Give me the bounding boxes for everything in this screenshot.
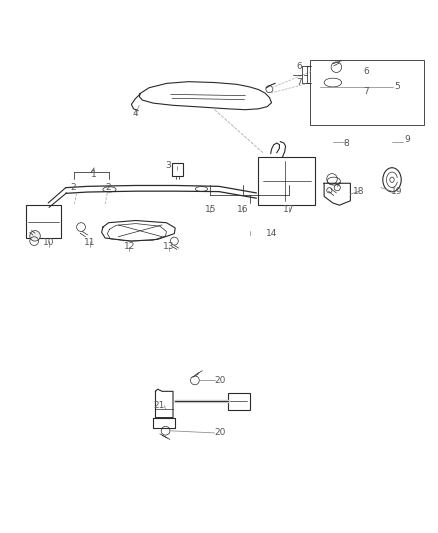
Text: 11: 11 xyxy=(84,238,95,247)
Text: 20: 20 xyxy=(215,429,226,438)
Text: 4: 4 xyxy=(133,109,138,118)
Text: 18: 18 xyxy=(353,187,365,196)
Text: 7: 7 xyxy=(364,87,369,96)
Text: 7: 7 xyxy=(297,78,302,87)
Text: 13: 13 xyxy=(163,243,174,251)
Text: 20: 20 xyxy=(215,376,226,385)
Text: 3: 3 xyxy=(166,161,172,170)
Text: 15: 15 xyxy=(205,205,216,214)
Text: 16: 16 xyxy=(237,205,249,214)
Text: 17: 17 xyxy=(283,205,295,214)
Bar xyxy=(172,163,183,176)
Circle shape xyxy=(30,231,40,241)
Text: 14: 14 xyxy=(266,229,277,238)
Text: 6: 6 xyxy=(297,62,302,71)
Text: 6: 6 xyxy=(364,67,369,76)
Text: 12: 12 xyxy=(124,243,135,251)
Bar xyxy=(228,393,250,410)
Bar xyxy=(310,60,424,125)
Text: 10: 10 xyxy=(43,238,55,247)
Text: 9: 9 xyxy=(404,135,410,144)
Text: 8: 8 xyxy=(343,139,349,148)
Text: 5: 5 xyxy=(394,83,400,92)
Bar xyxy=(258,157,315,205)
Text: 21: 21 xyxy=(153,401,164,410)
Text: 2: 2 xyxy=(71,183,76,192)
Bar xyxy=(26,205,61,238)
Text: 2: 2 xyxy=(106,183,111,192)
Text: 1: 1 xyxy=(91,170,97,179)
Text: 19: 19 xyxy=(391,187,402,196)
